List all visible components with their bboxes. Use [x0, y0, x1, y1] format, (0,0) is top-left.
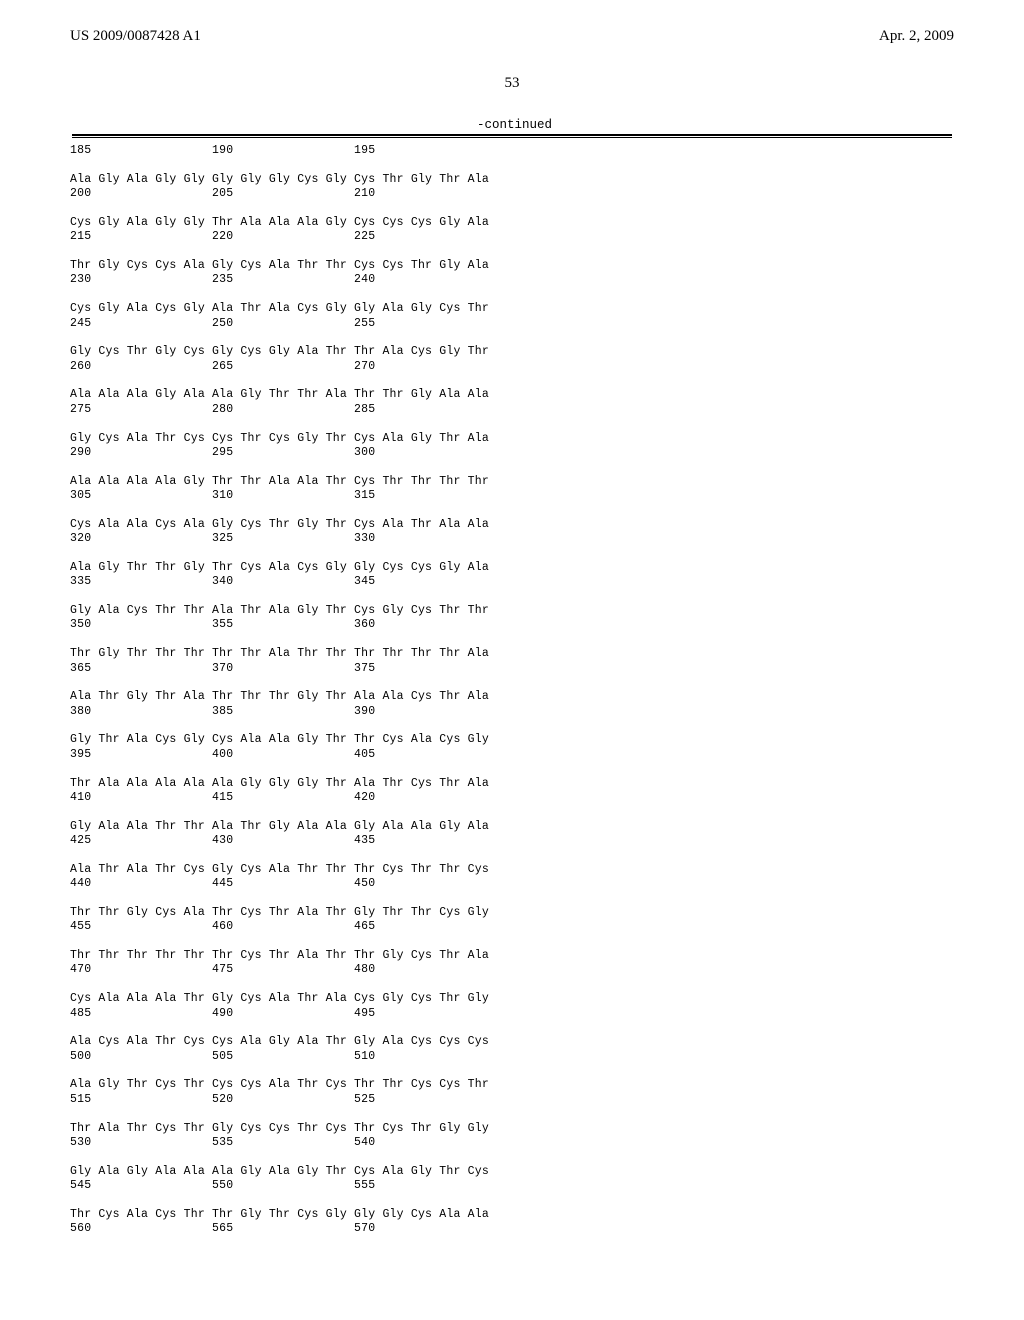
continued-label: -continued: [72, 118, 952, 132]
patent-number: US 2009/0087428 A1: [70, 28, 201, 45]
patent-date: Apr. 2, 2009: [879, 28, 954, 45]
page: US 2009/0087428 A1 Apr. 2, 2009 53 -cont…: [0, 0, 1024, 1320]
continued-block: -continued: [72, 118, 952, 138]
header-row: US 2009/0087428 A1 Apr. 2, 2009: [70, 28, 954, 45]
sequence-listing: 185 190 195 Ala Gly Ala Gly Gly Gly Gly …: [70, 144, 954, 1237]
rule-thin: [72, 137, 952, 138]
page-number: 53: [70, 75, 954, 92]
rule-heavy: [72, 134, 952, 136]
